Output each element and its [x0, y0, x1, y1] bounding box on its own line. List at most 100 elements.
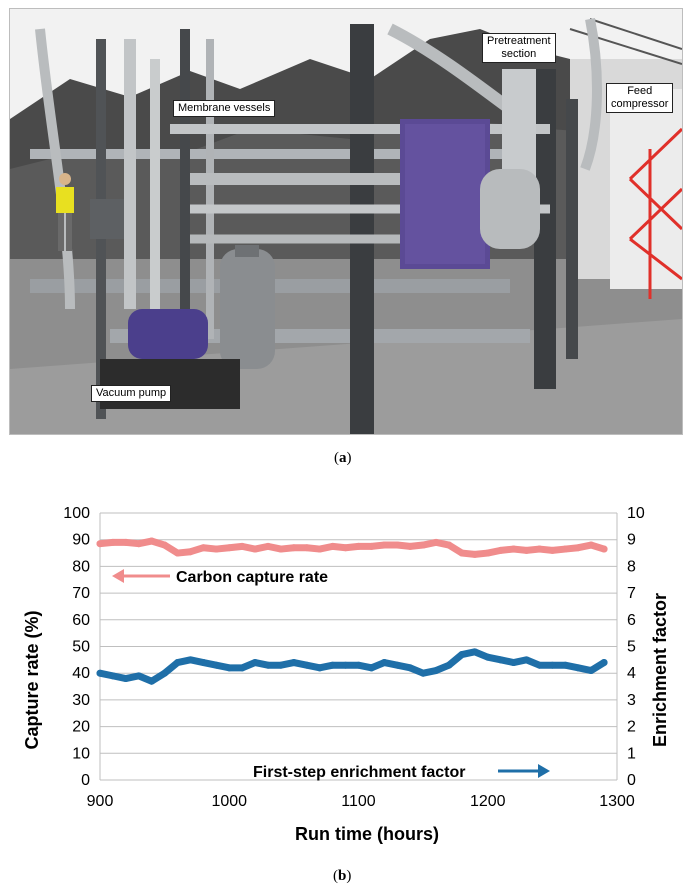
y-tick-label: 60: [72, 612, 90, 629]
data-point: [303, 661, 311, 669]
data-point: [148, 537, 156, 545]
y2-tick-label: 10: [627, 505, 645, 522]
data-point: [238, 542, 246, 550]
data-point: [548, 546, 556, 554]
data-point: [600, 659, 608, 667]
y-axis-title: Capture rate (%): [22, 610, 42, 749]
annotation-carbon-capture: Carbon capture rate: [112, 569, 328, 586]
data-point: [484, 549, 492, 557]
data-point: [342, 544, 350, 552]
x-axis-ticks: 900 1000 1100 1200 1300: [87, 793, 635, 810]
data-point: [225, 664, 233, 672]
y-tick-label: 50: [72, 639, 90, 656]
panel-label-a-letter: a: [339, 450, 347, 466]
data-point: [574, 664, 582, 672]
x-tick-label: 1200: [470, 793, 506, 810]
series-line-0: [96, 537, 608, 558]
y2-tick-label: 8: [627, 558, 636, 575]
data-point: [264, 542, 272, 550]
data-point: [367, 664, 375, 672]
x-axis-title: Run time (hours): [295, 824, 439, 844]
data-point: [342, 661, 350, 669]
data-point: [96, 669, 104, 677]
capture-rate-chart: 0 10 20 30 40 50 60 70 80 90 100 0 1 2 3 4 5 6 7 8 9 10 900 1…: [22, 505, 670, 844]
y-tick-label: 30: [72, 692, 90, 709]
data-point: [186, 548, 194, 556]
data-point: [135, 672, 143, 680]
y-tick-label: 20: [72, 719, 90, 736]
data-point: [161, 541, 169, 549]
data-point: [587, 667, 595, 675]
y2-tick-label: 9: [627, 532, 636, 549]
data-point: [277, 661, 285, 669]
data-point: [212, 661, 220, 669]
plant-photo-illustration: [10, 9, 682, 434]
series-1: [96, 648, 608, 685]
data-point: [186, 656, 194, 664]
panel-label-a: (a): [334, 450, 352, 466]
data-point: [316, 545, 324, 553]
data-point: [445, 541, 453, 549]
y2-tick-label: 5: [627, 639, 636, 656]
series-line-1: [96, 648, 608, 685]
data-point: [458, 549, 466, 557]
data-point: [432, 538, 440, 546]
data-point: [535, 545, 543, 553]
annotation-enrichment-arrowhead: [538, 764, 550, 778]
data-point: [355, 661, 362, 669]
data-point: [393, 541, 401, 549]
data-point: [484, 653, 492, 661]
y2-axis-ticks: 0 1 2 3 4 5 6 7 8 9 10: [627, 505, 645, 789]
data-point: [523, 546, 531, 554]
y-tick-label: 0: [81, 772, 90, 789]
callout-feed-compressor: Feed compressor: [606, 83, 674, 113]
x-tick-label: 1000: [211, 793, 247, 810]
y2-tick-label: 0: [627, 772, 636, 789]
data-point: [135, 540, 143, 548]
callout-vacuum-pump: Vacuum pump: [91, 385, 172, 402]
data-point: [406, 664, 414, 672]
y2-tick-label: 2: [627, 719, 636, 736]
panel-label-b: (b): [333, 868, 352, 884]
data-point: [458, 651, 466, 659]
annotation-carbon-capture-arrowhead: [112, 569, 124, 583]
y-tick-label: 70: [72, 585, 90, 602]
annotation-enrichment: First-step enrichment factor: [253, 764, 550, 781]
data-point: [419, 541, 427, 549]
data-point: [406, 542, 414, 550]
data-point: [587, 541, 595, 549]
data-point: [471, 648, 479, 656]
data-point: [380, 659, 388, 667]
data-point: [109, 538, 117, 546]
y2-tick-label: 6: [627, 612, 636, 629]
data-point: [535, 661, 543, 669]
x-tick-label: 900: [87, 793, 114, 810]
data-point: [367, 542, 375, 550]
y-tick-label: 80: [72, 558, 90, 575]
y-axis-ticks: 0 10 20 30 40 50 60 70 80 90 100: [63, 505, 90, 789]
data-point: [510, 659, 518, 667]
data-point: [174, 659, 182, 667]
data-point: [251, 545, 259, 553]
data-point: [264, 661, 272, 669]
data-point: [251, 659, 259, 667]
data-point: [238, 664, 246, 672]
data-point: [290, 659, 298, 667]
data-point: [199, 544, 207, 552]
y2-axis-title: Enrichment factor: [650, 593, 670, 747]
data-point: [561, 545, 569, 553]
y-tick-label: 90: [72, 532, 90, 549]
data-point: [174, 549, 182, 557]
data-point: [122, 675, 130, 683]
plant-photo: Membrane vessels Pretreatment section Fe…: [9, 8, 683, 435]
data-point: [548, 661, 556, 669]
data-point: [290, 544, 298, 552]
data-point: [212, 545, 220, 553]
data-point: [497, 546, 505, 554]
y-tick-label: 100: [63, 505, 90, 522]
y-tick-label: 40: [72, 665, 90, 682]
data-point: [109, 672, 117, 680]
data-point: [523, 656, 531, 664]
x-tick-label: 1300: [599, 793, 635, 810]
data-point: [600, 545, 608, 553]
